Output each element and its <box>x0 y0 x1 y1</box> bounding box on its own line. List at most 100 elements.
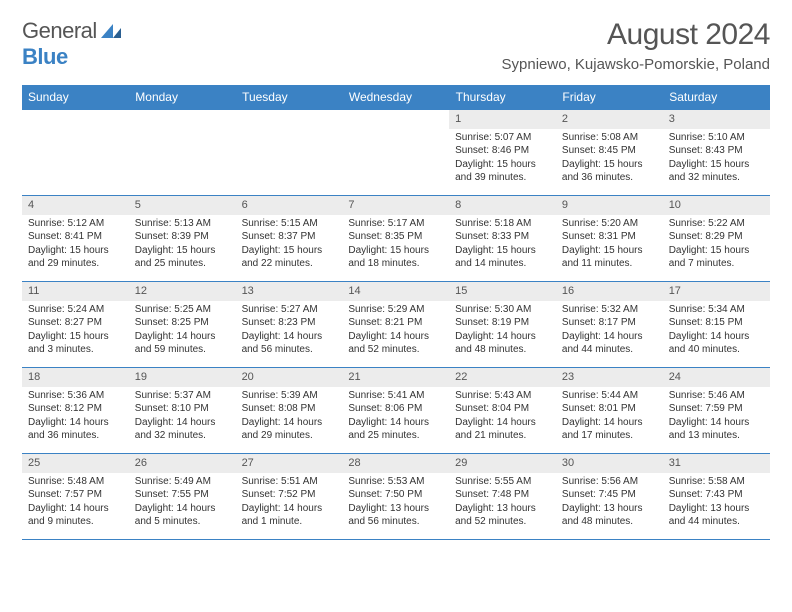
calendar-day-cell: 15Sunrise: 5:30 AMSunset: 8:19 PMDayligh… <box>449 282 556 368</box>
daylight-text: Daylight: 14 hours and 5 minutes. <box>135 502 230 529</box>
day-number: 6 <box>236 196 343 215</box>
calendar-day-cell: 30Sunrise: 5:56 AMSunset: 7:45 PMDayligh… <box>556 454 663 540</box>
daylight-text: Daylight: 15 hours and 14 minutes. <box>455 244 550 271</box>
day-number: 28 <box>342 454 449 473</box>
sunrise-text: Sunrise: 5:34 AM <box>669 303 764 317</box>
sunrise-text: Sunrise: 5:48 AM <box>28 475 123 489</box>
sunrise-text: Sunrise: 5:49 AM <box>135 475 230 489</box>
day-details: Sunrise: 5:43 AMSunset: 8:04 PMDaylight:… <box>449 387 556 447</box>
day-details: Sunrise: 5:22 AMSunset: 8:29 PMDaylight:… <box>663 215 770 275</box>
day-number: 11 <box>22 282 129 301</box>
calendar-day-cell: 17Sunrise: 5:34 AMSunset: 8:15 PMDayligh… <box>663 282 770 368</box>
sunset-text: Sunset: 8:37 PM <box>242 230 337 244</box>
calendar-day-cell: 29Sunrise: 5:55 AMSunset: 7:48 PMDayligh… <box>449 454 556 540</box>
weekday-header: Saturday <box>663 85 770 110</box>
day-details: Sunrise: 5:07 AMSunset: 8:46 PMDaylight:… <box>449 129 556 189</box>
logo-word2: Blue <box>22 44 68 69</box>
calendar-day-cell: 22Sunrise: 5:43 AMSunset: 8:04 PMDayligh… <box>449 368 556 454</box>
title-block: August 2024 Sypniewo, Kujawsko-Pomorskie… <box>502 18 770 73</box>
logo-word1: General <box>22 18 97 43</box>
calendar-week-row: 25Sunrise: 5:48 AMSunset: 7:57 PMDayligh… <box>22 454 770 540</box>
day-details: Sunrise: 5:25 AMSunset: 8:25 PMDaylight:… <box>129 301 236 361</box>
day-number: 30 <box>556 454 663 473</box>
day-details: Sunrise: 5:37 AMSunset: 8:10 PMDaylight:… <box>129 387 236 447</box>
day-details: Sunrise: 5:24 AMSunset: 8:27 PMDaylight:… <box>22 301 129 361</box>
daylight-text: Daylight: 15 hours and 25 minutes. <box>135 244 230 271</box>
sunset-text: Sunset: 8:23 PM <box>242 316 337 330</box>
sunrise-text: Sunrise: 5:58 AM <box>669 475 764 489</box>
sunset-text: Sunset: 8:41 PM <box>28 230 123 244</box>
sunrise-text: Sunrise: 5:08 AM <box>562 131 657 145</box>
page-title: August 2024 <box>502 18 770 52</box>
day-details: Sunrise: 5:46 AMSunset: 7:59 PMDaylight:… <box>663 387 770 447</box>
daylight-text: Daylight: 14 hours and 40 minutes. <box>669 330 764 357</box>
sunset-text: Sunset: 8:35 PM <box>348 230 443 244</box>
sunset-text: Sunset: 7:50 PM <box>348 488 443 502</box>
day-number: 7 <box>342 196 449 215</box>
calendar-day-cell: 8Sunrise: 5:18 AMSunset: 8:33 PMDaylight… <box>449 196 556 282</box>
calendar-day-cell: 14Sunrise: 5:29 AMSunset: 8:21 PMDayligh… <box>342 282 449 368</box>
sunrise-text: Sunrise: 5:55 AM <box>455 475 550 489</box>
calendar-day-cell: 12Sunrise: 5:25 AMSunset: 8:25 PMDayligh… <box>129 282 236 368</box>
day-number: 21 <box>342 368 449 387</box>
sunrise-text: Sunrise: 5:51 AM <box>242 475 337 489</box>
calendar-week-row: 1Sunrise: 5:07 AMSunset: 8:46 PMDaylight… <box>22 110 770 196</box>
day-details: Sunrise: 5:53 AMSunset: 7:50 PMDaylight:… <box>342 473 449 533</box>
day-details: Sunrise: 5:18 AMSunset: 8:33 PMDaylight:… <box>449 215 556 275</box>
calendar-day-cell: 24Sunrise: 5:46 AMSunset: 7:59 PMDayligh… <box>663 368 770 454</box>
sunrise-text: Sunrise: 5:18 AM <box>455 217 550 231</box>
day-details: Sunrise: 5:51 AMSunset: 7:52 PMDaylight:… <box>236 473 343 533</box>
sunset-text: Sunset: 8:27 PM <box>28 316 123 330</box>
calendar-day-cell: 7Sunrise: 5:17 AMSunset: 8:35 PMDaylight… <box>342 196 449 282</box>
sunset-text: Sunset: 7:45 PM <box>562 488 657 502</box>
calendar-day-cell <box>129 110 236 196</box>
calendar-table: Sunday Monday Tuesday Wednesday Thursday… <box>22 85 770 540</box>
day-details: Sunrise: 5:13 AMSunset: 8:39 PMDaylight:… <box>129 215 236 275</box>
daylight-text: Daylight: 14 hours and 32 minutes. <box>135 416 230 443</box>
weekday-header: Thursday <box>449 85 556 110</box>
sunset-text: Sunset: 8:33 PM <box>455 230 550 244</box>
location-subtitle: Sypniewo, Kujawsko-Pomorskie, Poland <box>502 56 770 73</box>
sunset-text: Sunset: 8:10 PM <box>135 402 230 416</box>
day-details: Sunrise: 5:56 AMSunset: 7:45 PMDaylight:… <box>556 473 663 533</box>
calendar-day-cell: 5Sunrise: 5:13 AMSunset: 8:39 PMDaylight… <box>129 196 236 282</box>
day-details: Sunrise: 5:10 AMSunset: 8:43 PMDaylight:… <box>663 129 770 189</box>
day-details: Sunrise: 5:27 AMSunset: 8:23 PMDaylight:… <box>236 301 343 361</box>
calendar-day-cell: 6Sunrise: 5:15 AMSunset: 8:37 PMDaylight… <box>236 196 343 282</box>
calendar-week-row: 11Sunrise: 5:24 AMSunset: 8:27 PMDayligh… <box>22 282 770 368</box>
sunset-text: Sunset: 8:25 PM <box>135 316 230 330</box>
day-number: 13 <box>236 282 343 301</box>
daylight-text: Daylight: 14 hours and 36 minutes. <box>28 416 123 443</box>
day-number: 23 <box>556 368 663 387</box>
day-number: 9 <box>556 196 663 215</box>
day-number: 5 <box>129 196 236 215</box>
weekday-header: Wednesday <box>342 85 449 110</box>
day-details: Sunrise: 5:20 AMSunset: 8:31 PMDaylight:… <box>556 215 663 275</box>
day-number: 18 <box>22 368 129 387</box>
daylight-text: Daylight: 14 hours and 56 minutes. <box>242 330 337 357</box>
sunrise-text: Sunrise: 5:30 AM <box>455 303 550 317</box>
sunset-text: Sunset: 8:01 PM <box>562 402 657 416</box>
sunset-text: Sunset: 8:19 PM <box>455 316 550 330</box>
sunrise-text: Sunrise: 5:17 AM <box>348 217 443 231</box>
daylight-text: Daylight: 13 hours and 56 minutes. <box>348 502 443 529</box>
calendar-day-cell: 20Sunrise: 5:39 AMSunset: 8:08 PMDayligh… <box>236 368 343 454</box>
sunrise-text: Sunrise: 5:24 AM <box>28 303 123 317</box>
day-number: 8 <box>449 196 556 215</box>
day-number: 24 <box>663 368 770 387</box>
weekday-header-row: Sunday Monday Tuesday Wednesday Thursday… <box>22 85 770 110</box>
day-number: 3 <box>663 110 770 129</box>
sunset-text: Sunset: 8:43 PM <box>669 144 764 158</box>
calendar-day-cell: 28Sunrise: 5:53 AMSunset: 7:50 PMDayligh… <box>342 454 449 540</box>
day-number: 16 <box>556 282 663 301</box>
daylight-text: Daylight: 15 hours and 22 minutes. <box>242 244 337 271</box>
day-details: Sunrise: 5:39 AMSunset: 8:08 PMDaylight:… <box>236 387 343 447</box>
calendar-day-cell: 1Sunrise: 5:07 AMSunset: 8:46 PMDaylight… <box>449 110 556 196</box>
daylight-text: Daylight: 15 hours and 36 minutes. <box>562 158 657 185</box>
sunset-text: Sunset: 7:57 PM <box>28 488 123 502</box>
calendar-day-cell: 4Sunrise: 5:12 AMSunset: 8:41 PMDaylight… <box>22 196 129 282</box>
day-number: 31 <box>663 454 770 473</box>
sunset-text: Sunset: 8:39 PM <box>135 230 230 244</box>
calendar-day-cell <box>22 110 129 196</box>
sunrise-text: Sunrise: 5:41 AM <box>348 389 443 403</box>
